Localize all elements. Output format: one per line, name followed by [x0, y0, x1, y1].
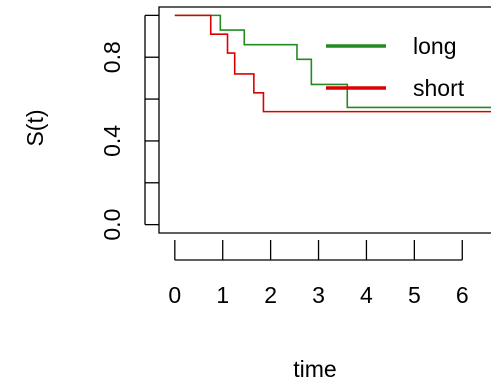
- y-axis-title: S(t): [22, 109, 48, 146]
- plot-frame: [158, 6, 491, 234]
- x-tick-label: 3: [312, 282, 325, 308]
- x-tick-label: 4: [360, 282, 373, 308]
- x-tick-label: 2: [264, 282, 277, 308]
- x-tick-label: 5: [408, 282, 421, 308]
- legend: long short: [326, 33, 465, 101]
- x-tick-label: 1: [216, 282, 229, 308]
- legend-label-short: short: [413, 75, 465, 101]
- x-tick-label: 6: [456, 282, 469, 308]
- x-axis-title: time: [293, 356, 336, 382]
- plot-area: [158, 6, 491, 234]
- series-line-short: [174, 14, 491, 113]
- y-tick-label: 0.8: [99, 41, 125, 73]
- y-tick-label: 0.0: [99, 209, 125, 241]
- x-tick-label: 0: [168, 282, 181, 308]
- y-tick-label: 0.4: [99, 125, 125, 157]
- axes: 0 1 2 3 4 5 6 0.0 0.4 0.8: [99, 14, 469, 308]
- legend-label-long: long: [413, 33, 456, 59]
